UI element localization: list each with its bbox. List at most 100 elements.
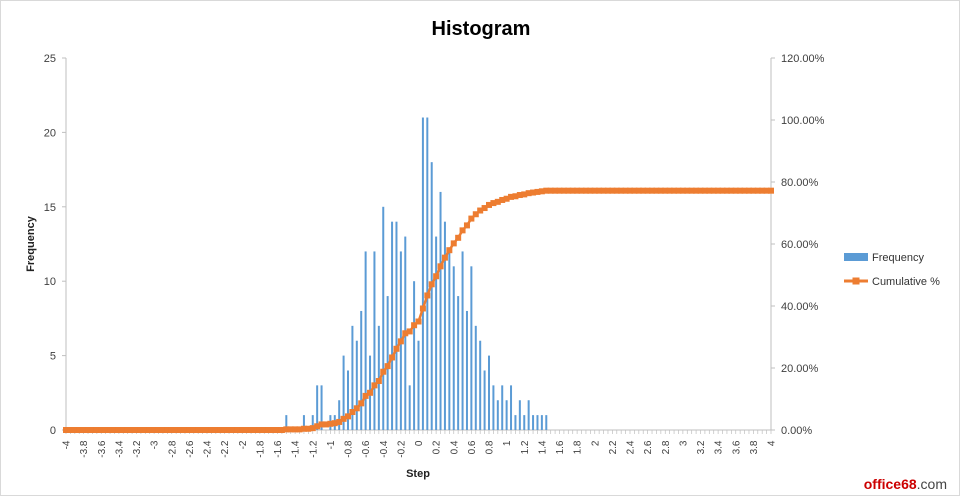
- cumulative-marker: [164, 427, 171, 433]
- cumulative-marker: [226, 427, 233, 433]
- x-tick-label: 2.8: [661, 440, 672, 454]
- frequency-bar: [483, 370, 486, 430]
- cumulative-marker: [477, 207, 484, 214]
- x-tick-label: 4: [767, 440, 778, 446]
- x-tick-label: 2.6: [643, 440, 654, 454]
- cumulative-marker: [415, 318, 422, 325]
- cumulative-marker: [715, 187, 722, 194]
- cumulative-marker: [411, 322, 418, 329]
- cumulative-marker: [538, 188, 545, 195]
- cumulative-marker: [618, 187, 625, 194]
- cumulative-marker: [133, 427, 140, 433]
- x-tick-label: 1.4: [537, 440, 548, 454]
- y2-tick-label: 0.00%: [781, 425, 812, 437]
- frequency-bar: [545, 415, 548, 430]
- cumulative-marker: [146, 427, 153, 433]
- frequency-bar: [364, 251, 367, 430]
- cumulative-marker: [697, 187, 704, 194]
- cumulative-marker: [560, 187, 567, 194]
- frequency-bar: [510, 385, 513, 430]
- cumulative-marker: [173, 427, 180, 433]
- x-tick-label: 2.4: [626, 440, 637, 454]
- x-tick-label: -3.8: [79, 440, 90, 458]
- cumulative-marker: [516, 192, 523, 199]
- cumulative-marker: [327, 420, 334, 427]
- frequency-bar: [461, 251, 464, 430]
- frequency-bar: [479, 340, 482, 430]
- frequency-bar: [501, 385, 504, 430]
- cumulative-marker: [345, 413, 351, 420]
- cumulative-marker: [67, 427, 74, 433]
- frequency-bar: [540, 415, 543, 430]
- cumulative-marker: [701, 187, 708, 194]
- cumulative-marker: [662, 187, 669, 194]
- x-tick-label: 1.8: [573, 440, 584, 454]
- cumulative-marker: [512, 193, 519, 200]
- frequency-bar: [408, 385, 411, 430]
- cumulative-marker: [384, 363, 391, 370]
- cumulative-marker: [596, 187, 603, 194]
- y2-tick-label: 60.00%: [781, 239, 819, 251]
- frequency-bar: [518, 400, 521, 430]
- cumulative-marker: [234, 427, 241, 433]
- y-tick-label: 10: [44, 276, 56, 288]
- y2-tick-label: 100.00%: [781, 115, 825, 127]
- cumulative-marker: [314, 423, 321, 430]
- x-tick-label: -3.2: [132, 440, 143, 458]
- cumulative-marker: [102, 427, 109, 433]
- frequency-bar: [386, 296, 389, 430]
- cumulative-marker: [406, 328, 413, 335]
- cumulative-marker: [490, 200, 497, 207]
- cumulative-marker: [309, 425, 316, 432]
- cumulative-marker: [111, 427, 118, 433]
- frequency-bar: [435, 236, 438, 430]
- cumulative-marker: [199, 427, 206, 433]
- cumulative-marker: [622, 187, 629, 194]
- cumulative-marker: [252, 427, 259, 433]
- frequency-bar: [395, 221, 398, 430]
- cumulative-marker: [706, 187, 713, 194]
- cumulative-marker: [627, 187, 633, 194]
- x-tick-label: -2.4: [203, 440, 214, 458]
- frequency-bar: [470, 266, 473, 430]
- cumulative-marker: [107, 427, 114, 433]
- cumulative-marker: [336, 418, 343, 425]
- x-tick-label: -1: [326, 440, 337, 449]
- cumulative-marker: [270, 427, 277, 433]
- cumulative-marker: [124, 427, 131, 433]
- x-tick-label: -1.2: [308, 440, 319, 458]
- x-tick-label: 2.2: [608, 440, 619, 454]
- cumulative-marker: [353, 405, 360, 412]
- cumulative-marker: [221, 427, 228, 433]
- cumulative-marker: [93, 427, 100, 433]
- x-tick-label: -3.6: [97, 440, 108, 458]
- frequency-bar: [426, 117, 429, 431]
- cumulative-marker: [737, 187, 744, 194]
- cumulative-marker: [530, 189, 537, 196]
- y2-tick-label: 40.00%: [781, 301, 819, 313]
- cumulative-marker: [450, 240, 457, 247]
- frequency-bar: [439, 191, 442, 430]
- x-tick-label: 0.8: [485, 440, 496, 454]
- cumulative-marker: [640, 187, 647, 194]
- cumulative-marker: [688, 187, 695, 194]
- cumulative-marker: [155, 427, 162, 433]
- cumulative-marker: [190, 427, 197, 433]
- cumulative-marker: [397, 338, 404, 345]
- frequency-bar: [417, 340, 420, 430]
- y-tick-label: 0: [50, 425, 56, 437]
- frequency-bar: [342, 355, 345, 430]
- cumulative-marker: [499, 196, 506, 203]
- cumulative-marker: [305, 425, 312, 432]
- cumulative-marker: [600, 187, 607, 194]
- cumulative-marker: [486, 201, 492, 208]
- cumulative-marker: [591, 187, 598, 194]
- cumulative-marker: [455, 234, 462, 241]
- chart-title: Histogram: [432, 18, 531, 40]
- x-tick-label: -0.8: [344, 440, 355, 458]
- cumulative-marker: [287, 426, 294, 433]
- x-tick-label: 3.6: [731, 440, 742, 454]
- cumulative-marker: [745, 187, 752, 194]
- cumulative-marker: [675, 187, 682, 194]
